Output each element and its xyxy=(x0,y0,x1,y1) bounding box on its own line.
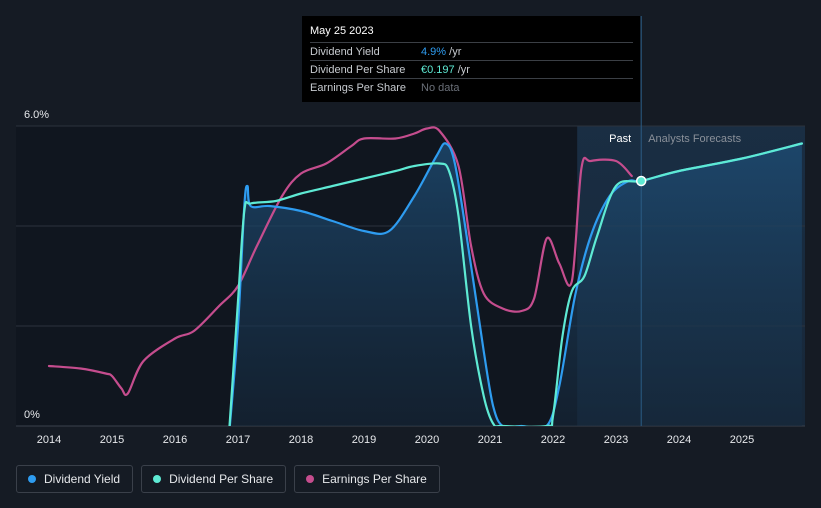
x-tick-label: 2021 xyxy=(478,434,502,446)
tooltip: May 25 2023 Dividend Yield 4.9% /yr Divi… xyxy=(302,16,640,102)
tooltip-unit: /yr xyxy=(454,63,470,76)
dividend-yield-area xyxy=(228,143,802,426)
legend: Dividend Yield Dividend Per Share Earnin… xyxy=(16,465,440,493)
dividend-per-share-line xyxy=(228,142,803,426)
legend-dot xyxy=(306,475,315,483)
tooltip-label: Dividend Yield xyxy=(310,45,380,58)
tooltip-row-earnings-per-share: Earnings Per Share No data xyxy=(310,78,633,96)
x-tick-label: 2015 xyxy=(100,434,124,446)
tooltip-value: 4.9% xyxy=(421,45,447,58)
legend-label: Dividend Yield xyxy=(44,472,121,486)
tooltip-value: €0.197 xyxy=(421,63,455,76)
highlight-point xyxy=(635,175,647,187)
x-tick-label: 2025 xyxy=(730,434,754,446)
legend-label: Dividend Per Share xyxy=(169,472,274,486)
tooltip-date: May 25 2023 xyxy=(310,25,374,37)
x-tick-label: 2024 xyxy=(667,434,691,446)
past-label: Past xyxy=(609,133,631,145)
x-tick-label: 2016 xyxy=(163,434,187,446)
y-tick-label: 6.0% xyxy=(24,109,49,121)
legend-label: Earnings Per Share xyxy=(322,472,427,486)
tooltip-unit: /yr xyxy=(446,45,462,58)
y-tick-label: 0% xyxy=(24,409,40,421)
tooltip-row-dividend-yield: Dividend Yield 4.9% /yr xyxy=(310,42,633,60)
legend-dot xyxy=(28,475,36,483)
x-tick-label: 2014 xyxy=(37,434,61,446)
tooltip-label: Earnings Per Share xyxy=(310,81,406,94)
tooltip-label: Dividend Per Share xyxy=(310,63,406,76)
legend-item-dividend-per-share[interactable]: Dividend Per Share xyxy=(141,465,287,493)
x-tick-label: 2020 xyxy=(415,434,439,446)
x-tick-label: 2017 xyxy=(226,434,250,446)
x-tick-label: 2018 xyxy=(289,434,313,446)
legend-item-earnings-per-share[interactable]: Earnings Per Share xyxy=(294,465,440,493)
x-tick-label: 2019 xyxy=(352,434,376,446)
earnings-per-share-line xyxy=(47,126,633,397)
legend-dot xyxy=(153,475,162,483)
tooltip-value: No data xyxy=(421,81,460,94)
tooltip-row-dividend-per-share: Dividend Per Share €0.197 /yr xyxy=(310,60,633,78)
x-tick-label: 2022 xyxy=(541,434,565,446)
x-tick-label: 2023 xyxy=(604,434,628,446)
legend-item-dividend-yield[interactable]: Dividend Yield xyxy=(16,465,134,493)
forecast-label: Analysts Forecasts xyxy=(648,133,741,145)
